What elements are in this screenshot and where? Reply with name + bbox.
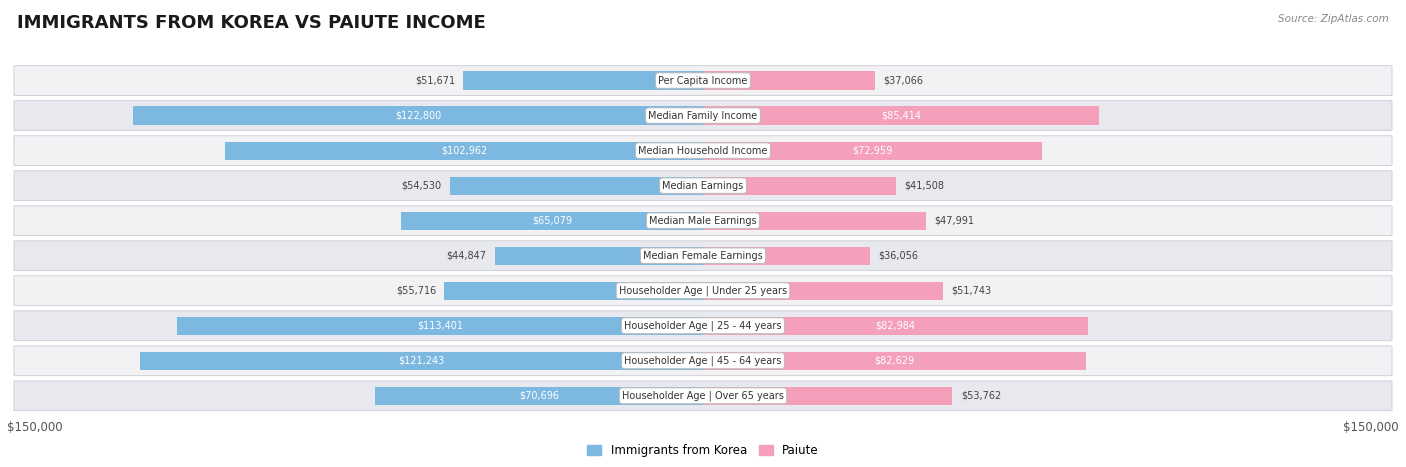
Bar [703, 177, 896, 195]
FancyBboxPatch shape [14, 276, 1392, 305]
Bar [703, 106, 1099, 125]
FancyBboxPatch shape [14, 206, 1392, 235]
Text: $150,000: $150,000 [7, 421, 63, 434]
Bar [703, 317, 1088, 335]
FancyBboxPatch shape [14, 66, 1392, 95]
Text: Householder Age | 45 - 64 years: Householder Age | 45 - 64 years [624, 355, 782, 366]
Text: $102,962: $102,962 [441, 146, 488, 156]
Bar [495, 247, 703, 265]
Text: $36,056: $36,056 [879, 251, 918, 261]
Text: $55,716: $55,716 [396, 286, 436, 296]
Text: $122,800: $122,800 [395, 111, 441, 120]
Bar [141, 352, 703, 370]
Text: $85,414: $85,414 [882, 111, 921, 120]
Bar [703, 352, 1087, 370]
Text: Median Female Earnings: Median Female Earnings [643, 251, 763, 261]
Bar [177, 317, 703, 335]
FancyBboxPatch shape [14, 381, 1392, 410]
Text: $41,508: $41,508 [904, 181, 943, 191]
Text: $70,696: $70,696 [519, 391, 560, 401]
Text: Median Male Earnings: Median Male Earnings [650, 216, 756, 226]
Text: Median Family Income: Median Family Income [648, 111, 758, 120]
Text: $82,984: $82,984 [876, 321, 915, 331]
Bar [703, 387, 952, 405]
Text: $150,000: $150,000 [1343, 421, 1399, 434]
Bar [703, 142, 1042, 160]
FancyBboxPatch shape [14, 241, 1392, 270]
FancyBboxPatch shape [14, 136, 1392, 165]
Legend: Immigrants from Korea, Paiute: Immigrants from Korea, Paiute [582, 439, 824, 462]
Text: $47,991: $47,991 [934, 216, 974, 226]
Bar [463, 71, 703, 90]
Text: $37,066: $37,066 [883, 76, 924, 85]
Text: $82,629: $82,629 [875, 356, 915, 366]
FancyBboxPatch shape [14, 171, 1392, 200]
Text: $54,530: $54,530 [402, 181, 441, 191]
Bar [375, 387, 703, 405]
Text: Householder Age | Over 65 years: Householder Age | Over 65 years [621, 390, 785, 401]
FancyBboxPatch shape [14, 346, 1392, 375]
Text: $51,671: $51,671 [415, 76, 456, 85]
Bar [703, 71, 875, 90]
Bar [401, 212, 703, 230]
Bar [450, 177, 703, 195]
Bar [703, 212, 925, 230]
FancyBboxPatch shape [14, 101, 1392, 130]
Text: Median Household Income: Median Household Income [638, 146, 768, 156]
Text: $44,847: $44,847 [447, 251, 486, 261]
Text: $65,079: $65,079 [531, 216, 572, 226]
Text: Per Capita Income: Per Capita Income [658, 76, 748, 85]
FancyBboxPatch shape [14, 311, 1392, 340]
Bar [444, 282, 703, 300]
Bar [225, 142, 703, 160]
Bar [703, 247, 870, 265]
Bar [703, 282, 943, 300]
Text: $113,401: $113,401 [418, 321, 463, 331]
Text: Median Earnings: Median Earnings [662, 181, 744, 191]
Text: $51,743: $51,743 [952, 286, 991, 296]
Text: Householder Age | Under 25 years: Householder Age | Under 25 years [619, 285, 787, 296]
Text: $121,243: $121,243 [399, 356, 444, 366]
Text: $53,762: $53,762 [960, 391, 1001, 401]
Bar [134, 106, 703, 125]
Text: Householder Age | 25 - 44 years: Householder Age | 25 - 44 years [624, 320, 782, 331]
Text: Source: ZipAtlas.com: Source: ZipAtlas.com [1278, 14, 1389, 24]
Text: IMMIGRANTS FROM KOREA VS PAIUTE INCOME: IMMIGRANTS FROM KOREA VS PAIUTE INCOME [17, 14, 485, 32]
Text: $72,959: $72,959 [852, 146, 893, 156]
